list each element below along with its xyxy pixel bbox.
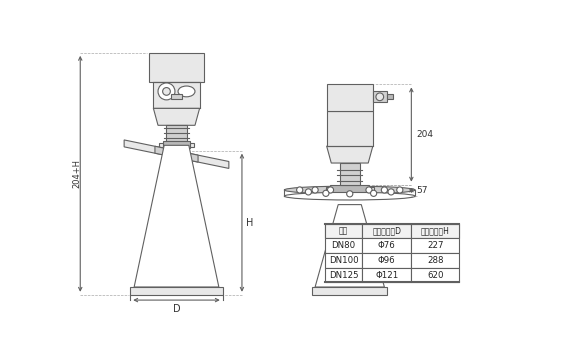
- Text: DN80: DN80: [332, 241, 356, 250]
- Text: 288: 288: [427, 256, 443, 265]
- Bar: [411, 224, 459, 238]
- Text: Φ121: Φ121: [375, 270, 398, 280]
- Bar: [362, 238, 411, 253]
- Bar: [325, 268, 362, 282]
- Text: D: D: [172, 304, 180, 314]
- Circle shape: [388, 189, 394, 195]
- Text: DN125: DN125: [329, 270, 358, 280]
- Bar: [312, 287, 387, 295]
- Text: 204: 204: [416, 130, 433, 139]
- Circle shape: [397, 187, 403, 193]
- Polygon shape: [155, 146, 198, 162]
- Bar: [327, 84, 373, 111]
- Bar: [154, 82, 200, 108]
- Bar: [411, 268, 459, 282]
- Bar: [331, 185, 369, 192]
- Circle shape: [381, 187, 387, 193]
- Polygon shape: [315, 205, 385, 287]
- Bar: [325, 224, 362, 238]
- Ellipse shape: [284, 186, 415, 194]
- Text: 620: 620: [427, 270, 443, 280]
- Text: 喇叭口高度H: 喇叭口高度H: [421, 227, 450, 236]
- Polygon shape: [124, 140, 229, 169]
- Bar: [411, 253, 459, 268]
- Bar: [362, 253, 411, 268]
- Bar: [159, 143, 163, 147]
- Bar: [411, 238, 459, 253]
- Bar: [325, 253, 362, 268]
- Bar: [369, 187, 374, 191]
- Text: 204+H: 204+H: [72, 159, 81, 188]
- Bar: [340, 163, 360, 185]
- Bar: [387, 94, 393, 99]
- Bar: [325, 238, 362, 253]
- Bar: [362, 268, 411, 282]
- Circle shape: [296, 187, 303, 193]
- Text: 227: 227: [427, 241, 443, 250]
- Bar: [327, 111, 373, 146]
- Text: Φ76: Φ76: [378, 241, 395, 250]
- Circle shape: [306, 189, 311, 195]
- Circle shape: [327, 187, 333, 193]
- Bar: [325, 224, 459, 238]
- Bar: [326, 187, 331, 191]
- Circle shape: [163, 88, 170, 95]
- Bar: [189, 143, 194, 147]
- Bar: [130, 287, 222, 295]
- Circle shape: [347, 191, 353, 197]
- Polygon shape: [134, 145, 219, 287]
- Text: H: H: [246, 218, 253, 228]
- Bar: [171, 94, 182, 99]
- Ellipse shape: [284, 192, 415, 200]
- Bar: [167, 125, 187, 142]
- Polygon shape: [154, 108, 200, 125]
- Circle shape: [323, 190, 329, 197]
- Circle shape: [312, 187, 318, 193]
- Text: 法兰: 法兰: [339, 227, 348, 236]
- Circle shape: [376, 93, 384, 101]
- Circle shape: [370, 190, 377, 197]
- Ellipse shape: [178, 86, 195, 97]
- Text: 57: 57: [416, 186, 427, 195]
- Text: DN100: DN100: [329, 256, 358, 265]
- Text: 喇叭口直径D: 喇叭口直径D: [372, 227, 401, 236]
- Polygon shape: [327, 146, 373, 163]
- Text: Φ96: Φ96: [378, 256, 395, 265]
- Bar: [163, 142, 189, 148]
- Bar: [362, 224, 411, 238]
- Bar: [149, 53, 204, 82]
- Circle shape: [158, 83, 175, 100]
- Circle shape: [366, 187, 372, 193]
- Bar: [373, 91, 387, 102]
